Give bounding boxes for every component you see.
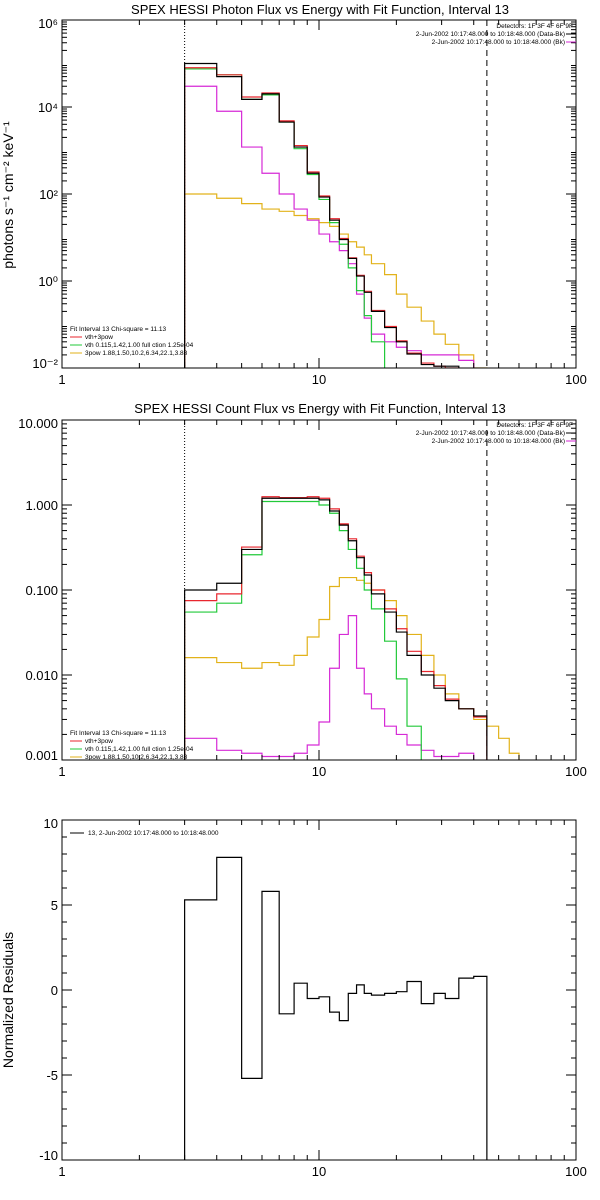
- series-group: [184, 856, 488, 1160]
- y-axis: 0.001 0.010 0.100 1.000 10.000: [18, 416, 576, 763]
- x-tick-label: 1: [58, 372, 65, 387]
- count-info-box: Detectors: 1F 3F 4F 6F 9F 2-Jun-2002 10:…: [416, 422, 576, 445]
- series-residuals: [184, 856, 488, 1160]
- photon-fit-interval: Fit Interval 13 Chi-square = 11.13: [70, 326, 167, 333]
- x-tick-label: 10: [312, 372, 326, 387]
- photon-flux-title: SPEX HESSI Photon Flux vs Energy with Fi…: [131, 2, 509, 17]
- series-bk: [184, 193, 488, 368]
- photon-fit-3pow: 3pow 1.88,1.50,10.2,6.34,22.1,3.88: [85, 350, 188, 357]
- y-tick-label: 10⁴: [38, 100, 58, 115]
- count-fit-model: vth+3pow: [85, 738, 113, 745]
- x-axis: 1 10 100: [58, 820, 587, 1179]
- y-tick-label: 10⁶: [38, 16, 58, 31]
- photon-flux-panel: SPEX HESSI Photon Flux vs Energy with Fi…: [0, 2, 587, 387]
- series-vth: [184, 500, 422, 760]
- x-tick-label: 100: [565, 764, 587, 779]
- series-3pow: [184, 614, 475, 760]
- x-tick-label: 100: [565, 372, 587, 387]
- series-data: [184, 62, 460, 368]
- y-tick-label: -5: [46, 1068, 58, 1083]
- y-tick-label: -10: [39, 1148, 58, 1163]
- count-flux-title: SPEX HESSI Count Flux vs Energy with Fit…: [134, 401, 505, 416]
- series-total: [184, 496, 488, 760]
- x-axis: 1 10 100: [58, 20, 587, 387]
- y-tick-label: 10: [44, 816, 58, 831]
- count-fit-3pow: 3pow 1.88,1.50,10.2,6.34,22.1,3.88: [85, 754, 188, 761]
- x-tick-label: 10: [312, 764, 326, 779]
- residuals-ylabel: Normalized Residuals: [0, 932, 16, 1068]
- x-axis: 1 10 100: [58, 420, 587, 779]
- series-group: [184, 496, 520, 760]
- y-tick-label: 0.010: [25, 668, 58, 683]
- x-tick-label: 1: [58, 1164, 65, 1179]
- photon-info-databk: 2-Jun-2002 10:17:48.000 to 10:18:48.000 …: [416, 31, 565, 38]
- x-tick-label: 10: [312, 1164, 326, 1179]
- y-tick-label: 10.000: [18, 416, 58, 431]
- series-3pow: [184, 85, 475, 368]
- count-flux-panel: SPEX HESSI Count Flux vs Energy with Fit…: [18, 401, 587, 779]
- photon-info-bk: 2-Jun-2002 10:17:48.000 to 10:18:48.000 …: [432, 39, 565, 46]
- series-group: [184, 62, 488, 368]
- photon-info-detectors: Detectors: 1F 3F 4F 6F 9F: [496, 23, 573, 30]
- y-tick-label: 1.000: [25, 498, 58, 513]
- y-tick-label: 0.100: [25, 583, 58, 598]
- count-info-bk: 2-Jun-2002 10:17:48.000 to 10:18:48.000 …: [432, 438, 565, 445]
- y-tick-label: 10⁻²: [32, 356, 58, 371]
- plot-frame: [61, 419, 577, 761]
- photon-fit-legend: Fit Interval 13 Chi-square = 11.13 vth+3…: [70, 326, 194, 357]
- y-tick-label: 5: [51, 898, 58, 913]
- count-info-detectors: Detectors: 1F 3F 4F 6F 9F: [496, 422, 573, 429]
- residuals-legend: 13, 2-Jun-2002 10:17:48.000 to 10:18:48.…: [70, 830, 219, 837]
- count-fit-interval: Fit Interval 13 Chi-square = 11.13: [70, 730, 167, 737]
- y-tick-label: 10⁰: [38, 274, 58, 289]
- plot-frame: [61, 819, 577, 1161]
- y-axis: 10⁻² 10⁰ 10² 10⁴ 10⁶: [32, 16, 576, 371]
- series-vth: [184, 68, 386, 368]
- x-tick-label: 100: [565, 1164, 587, 1179]
- photon-info-box: Detectors: 1F 3F 4F 6F 9F 2-Jun-2002 10:…: [416, 23, 576, 46]
- photon-fit-model: vth+3pow: [85, 334, 113, 341]
- x-tick-label: 1: [58, 764, 65, 779]
- count-fit-vth: vth 0.115,1.42,1.00 full ction 1.25e-04: [85, 746, 194, 753]
- y-axis: -10 -5 0 5 10: [39, 816, 576, 1163]
- photon-flux-ylabel: photons s⁻¹ cm⁻² keV⁻¹: [0, 121, 16, 269]
- y-tick-label: 10²: [39, 187, 58, 202]
- series-bk: [184, 576, 520, 760]
- y-tick-label: 0: [51, 983, 58, 998]
- count-fit-legend: Fit Interval 13 Chi-square = 11.13 vth+3…: [70, 730, 194, 761]
- residuals-legend-label: 13, 2-Jun-2002 10:17:48.000 to 10:18:48.…: [88, 830, 219, 837]
- y-tick-label: 0.001: [25, 748, 58, 763]
- count-info-databk: 2-Jun-2002 10:17:48.000 to 10:18:48.000 …: [416, 430, 565, 437]
- series-data: [184, 497, 488, 760]
- residuals-panel: Normalized Residuals 1 10 100 -10 -5 0 5 10 13,…: [0, 816, 587, 1179]
- photon-fit-vth: vth 0.115,1.42,1.00 full ction 1.25e-04: [85, 342, 194, 349]
